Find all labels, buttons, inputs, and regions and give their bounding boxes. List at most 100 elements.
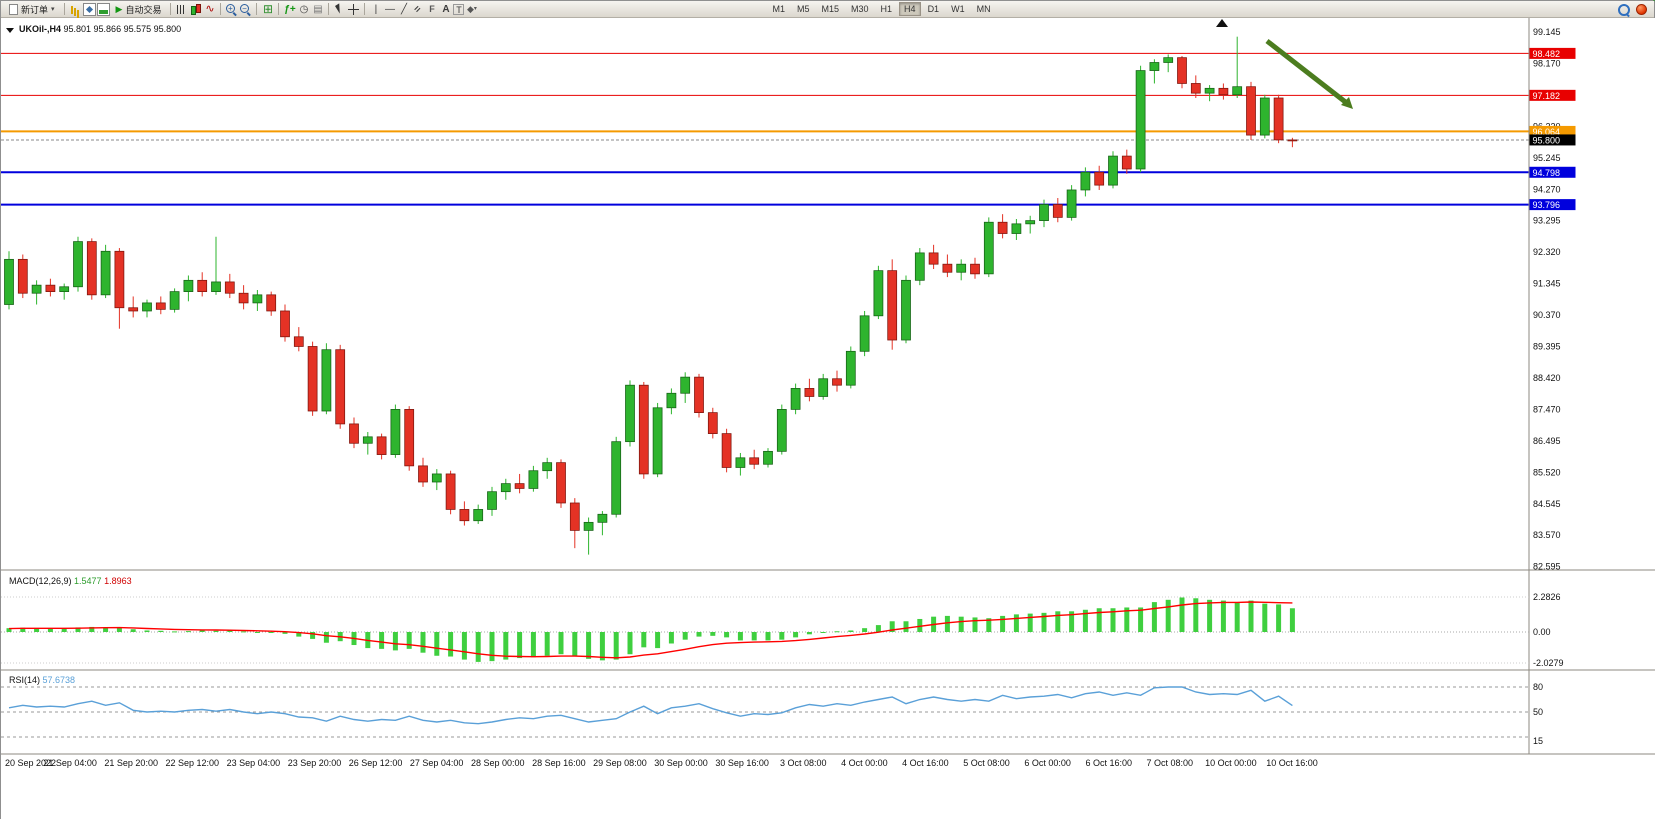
candle <box>901 279 911 341</box>
main-toolbar: 新订单 ▾ ▶ 自动交易 ∿ + − ⊞ ƒ+ ◷ ▤ | — ╱ = F A … <box>1 1 1654 18</box>
chart-window[interactable]: 99.14598.17097.19596.22095.24594.27093.2… <box>1 18 1655 819</box>
time-axis-label: 26 Sep 12:00 <box>349 758 403 768</box>
macd-histogram-bar <box>254 632 260 633</box>
channel-icon[interactable]: = <box>412 3 424 15</box>
zoom-out-icon[interactable]: − <box>239 3 252 16</box>
macd-histogram-bar <box>61 628 67 632</box>
candle <box>197 279 208 292</box>
time-axis-label: 27 Sep 04:00 <box>410 758 464 768</box>
market-watch-icon[interactable] <box>69 3 82 16</box>
candle <box>500 483 511 493</box>
candle <box>556 462 566 504</box>
macd-histogram-bar <box>1165 599 1171 632</box>
candle <box>1149 62 1160 71</box>
price-axis[interactable]: 99.14598.17097.19596.22095.24594.27093.2… <box>1529 27 1576 572</box>
macd-histogram-bar <box>917 618 923 632</box>
candle <box>100 250 111 296</box>
macd-histogram-bar <box>530 632 536 658</box>
price-axis-label: 89.395 <box>1533 342 1561 352</box>
notification-icon[interactable] <box>1636 3 1647 15</box>
tile-windows-icon[interactable]: ⊞ <box>262 1 273 16</box>
macd-histogram-bar <box>986 618 992 632</box>
price-tag <box>1529 125 1576 137</box>
candle <box>224 281 235 294</box>
toolbar-separator <box>256 3 258 15</box>
macd-histogram-bar <box>103 627 109 632</box>
trend-arrow-annotation[interactable] <box>1265 39 1350 106</box>
macd-histogram-bar <box>1276 604 1282 632</box>
candle <box>1273 97 1284 141</box>
candle <box>418 465 428 483</box>
macd-histogram-bar <box>213 630 219 632</box>
price-tag <box>1529 47 1576 59</box>
autotrading-play-icon: ▶ <box>115 3 123 14</box>
candle <box>349 423 359 444</box>
chart-canvas[interactable]: 99.14598.17097.19596.22095.24594.27093.2… <box>1 18 1655 819</box>
search-icon[interactable] <box>1617 3 1630 16</box>
macd-signal-line <box>8 601 1293 659</box>
templates-icon[interactable]: ▤ <box>313 3 323 15</box>
vertical-line-icon[interactable]: | <box>374 3 378 15</box>
macd-pane: MACD(12,26,9) 1.5477 1.8963 2.2826 0.00 -2.… <box>1 576 1564 668</box>
price-tag-value: 95.800 <box>1533 135 1561 145</box>
terminal-icon[interactable] <box>96 2 110 16</box>
macd-histogram-bar <box>862 628 868 632</box>
candle <box>528 470 539 489</box>
candle <box>1011 223 1022 234</box>
cursor-icon[interactable] <box>333 3 346 16</box>
candle <box>1025 220 1036 225</box>
timeframe-m5-button[interactable]: M5 <box>796 4 810 14</box>
shapes-icon[interactable]: ◆▾ <box>467 3 477 14</box>
candle <box>611 441 622 515</box>
candle <box>1052 204 1063 218</box>
time-axis-label: 5 Oct 08:00 <box>963 758 1010 768</box>
trendline-icon[interactable]: ╱ <box>400 3 407 15</box>
chart-background <box>1 18 1655 819</box>
candle <box>928 252 939 265</box>
peak-marker-icon[interactable] <box>1216 19 1228 27</box>
price-axis-label: 83.570 <box>1533 530 1561 540</box>
horizontal-line-icon[interactable]: — <box>384 3 395 15</box>
timeframe-mn-button[interactable]: MN <box>976 4 991 14</box>
periods-icon[interactable]: ◷ <box>299 3 309 15</box>
bar-chart-icon[interactable] <box>175 3 188 16</box>
candle <box>31 284 42 294</box>
timeframe-h4-button[interactable]: H4 <box>899 2 921 16</box>
time-axis-label: 10 Oct 16:00 <box>1266 758 1318 768</box>
candle <box>1094 171 1105 186</box>
fibonacci-icon[interactable]: F <box>429 3 435 14</box>
candlestick-chart-icon[interactable] <box>189 3 202 16</box>
text-icon[interactable]: A <box>442 3 450 15</box>
label-icon[interactable]: T <box>453 3 465 15</box>
timeframe-m15-button[interactable]: M15 <box>821 4 840 14</box>
timeframe-d1-button[interactable]: D1 <box>927 4 940 14</box>
time-axis-label: 3 Oct 08:00 <box>780 758 827 768</box>
candle <box>86 241 97 296</box>
price-axis-label: 90.370 <box>1533 310 1561 320</box>
timeframe-m30-button[interactable]: M30 <box>851 4 869 14</box>
price-axis-label: 95.245 <box>1533 153 1561 163</box>
line-chart-icon[interactable]: ∿ <box>205 2 215 15</box>
macd-histogram-bar <box>889 621 895 632</box>
price-axis-label: 85.520 <box>1533 467 1561 477</box>
new-order-button[interactable]: 新订单 ▾ <box>4 2 60 17</box>
crosshair-icon[interactable] <box>347 3 360 16</box>
one-click-trading-toggle[interactable] <box>6 28 14 33</box>
macd-histogram-bar <box>448 632 454 657</box>
navigator-icon[interactable] <box>82 2 96 16</box>
timeframe-w1-button[interactable]: W1 <box>951 4 965 14</box>
macd-histogram-bar <box>420 632 426 653</box>
indicators-icon[interactable]: ƒ+ <box>284 3 296 15</box>
time-axis-label: 7 Oct 08:00 <box>1147 758 1194 768</box>
time-axis-label: 10 Oct 00:00 <box>1205 758 1257 768</box>
zoom-in-icon[interactable]: + <box>225 3 238 16</box>
macd-histogram-bar <box>172 631 178 633</box>
candle <box>280 310 290 338</box>
candle <box>17 258 28 294</box>
autotrading-button[interactable]: ▶ 自动交易 <box>111 2 167 17</box>
candle <box>1287 139 1298 142</box>
candle <box>45 284 56 292</box>
timeframe-m1-button[interactable]: M1 <box>772 4 785 14</box>
timeframe-h1-button[interactable]: H1 <box>880 4 893 14</box>
